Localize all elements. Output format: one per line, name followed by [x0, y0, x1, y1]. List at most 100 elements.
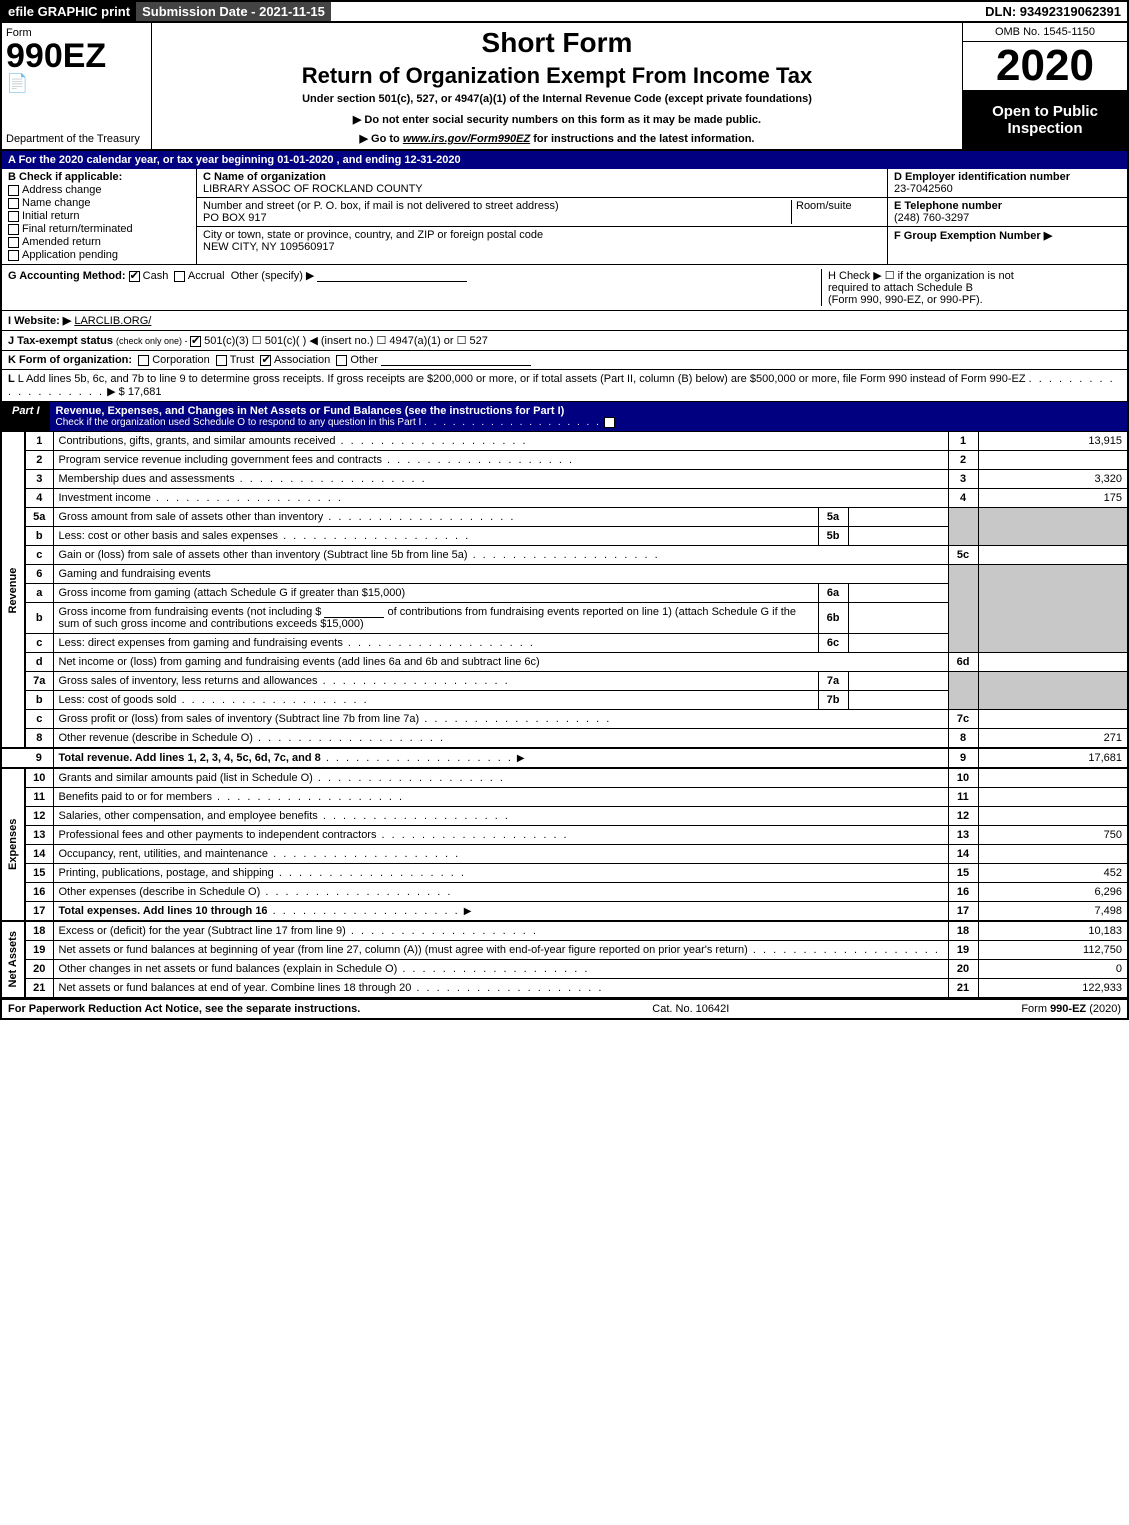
box-l: L L Add lines 5b, 6c, and 7b to line 9 t…	[0, 370, 1129, 402]
amt-9: 17,681	[978, 748, 1128, 768]
note2-post: for instructions and the latest informat…	[530, 133, 754, 145]
ein-value: 23-7042560	[894, 183, 1121, 195]
doc-icon: 📄	[6, 73, 147, 94]
submission-date: Submission Date - 2021-11-15	[136, 2, 331, 21]
website-value[interactable]: LARCLIB.ORG/	[74, 315, 151, 327]
form-header: Form 990EZ 📄 Department of the Treasury …	[0, 23, 1129, 151]
cb-amended-return[interactable]: Amended return	[8, 236, 190, 248]
box-j-label: J Tax-exempt status	[8, 335, 116, 347]
amt-10	[978, 768, 1128, 788]
form-number: 990EZ	[6, 39, 147, 73]
header-right: OMB No. 1545-1150 2020 Open to Public In…	[962, 23, 1127, 149]
box-b-title: B Check if applicable:	[8, 171, 190, 183]
amt-20: 0	[978, 960, 1128, 979]
room-suite-label: Room/suite	[791, 200, 881, 224]
omb-number: OMB No. 1545-1150	[963, 23, 1127, 42]
box-h-line1: H Check ▶ ☐ if the organization is not	[828, 269, 1121, 282]
box-g: G Accounting Method: Cash Accrual Other …	[8, 269, 821, 306]
cb-other[interactable]	[336, 355, 347, 366]
box-c: C Name of organization LIBRARY ASSOC OF …	[197, 169, 887, 264]
cb-501c3[interactable]	[190, 336, 201, 347]
header-subtitle: Under section 501(c), 527, or 4947(a)(1)…	[156, 93, 958, 105]
cb-schedule-o[interactable]	[604, 417, 615, 428]
cb-initial-return[interactable]: Initial return	[8, 210, 190, 222]
cb-association[interactable]	[260, 355, 271, 366]
box-h: H Check ▶ ☐ if the organization is not r…	[821, 269, 1121, 306]
k-other-blank[interactable]	[381, 354, 531, 366]
amt-5c	[978, 546, 1128, 565]
return-title: Return of Organization Exempt From Incom…	[156, 63, 958, 89]
header-center: Short Form Return of Organization Exempt…	[152, 23, 962, 149]
cb-corporation[interactable]	[138, 355, 149, 366]
section-a-bar: A For the 2020 calendar year, or tax yea…	[0, 151, 1129, 169]
amt-8: 271	[978, 729, 1128, 749]
amt-13: 750	[978, 826, 1128, 845]
city-label: City or town, state or province, country…	[203, 229, 881, 241]
org-address: PO BOX 917	[203, 212, 791, 224]
cb-trust[interactable]	[216, 355, 227, 366]
amt-1: 13,915	[978, 432, 1128, 451]
amt-6d	[978, 653, 1128, 672]
top-bar: efile GRAPHIC print Submission Date - 20…	[0, 0, 1129, 23]
amt-2	[978, 451, 1128, 470]
row-gh: G Accounting Method: Cash Accrual Other …	[0, 265, 1129, 311]
box-k-label: K Form of organization:	[8, 354, 132, 366]
box-l-value: 17,681	[128, 386, 162, 398]
amt-3: 3,320	[978, 470, 1128, 489]
irs-link[interactable]: www.irs.gov/Form990EZ	[403, 133, 530, 145]
tax-year: 2020	[963, 42, 1127, 91]
header-left: Form 990EZ 📄 Department of the Treasury	[2, 23, 152, 149]
sub-5a	[848, 508, 948, 527]
org-city: NEW CITY, NY 109560917	[203, 241, 881, 253]
cb-final-return[interactable]: Final return/terminated	[8, 223, 190, 235]
amt-14	[978, 845, 1128, 864]
sub-7b	[848, 691, 948, 710]
amt-15: 452	[978, 864, 1128, 883]
amt-4: 175	[978, 489, 1128, 508]
cb-application-pending[interactable]: Application pending	[8, 249, 190, 261]
sub-6a	[848, 584, 948, 603]
cb-name-change[interactable]: Name change	[8, 197, 190, 209]
info-block: B Check if applicable: Address change Na…	[0, 169, 1129, 265]
box-h-line3: (Form 990, 990-EZ, or 990-PF).	[828, 294, 1121, 306]
part1-title: Revenue, Expenses, and Changes in Net As…	[50, 402, 1127, 431]
box-i: I Website: ▶ LARCLIB.ORG/	[0, 311, 1129, 331]
short-form-title: Short Form	[156, 27, 958, 59]
lines-table: Revenue 1 Contributions, gifts, grants, …	[0, 431, 1129, 998]
sub-5b	[848, 527, 948, 546]
cb-address-change[interactable]: Address change	[8, 184, 190, 196]
box-i-label: I Website: ▶	[8, 315, 71, 327]
box-b: B Check if applicable: Address change Na…	[2, 169, 197, 264]
org-name: LIBRARY ASSOC OF ROCKLAND COUNTY	[203, 183, 881, 195]
footer-cat-no: Cat. No. 10642I	[652, 1003, 729, 1015]
part1-label: Part I	[2, 402, 50, 431]
expenses-side-label: Expenses	[1, 768, 25, 921]
footer-form-ref: Form 990-EZ (2020)	[1021, 1003, 1121, 1015]
amt-18: 10,183	[978, 921, 1128, 941]
department-label: Department of the Treasury	[6, 133, 147, 145]
efile-print-label[interactable]: efile GRAPHIC print	[2, 2, 136, 21]
box-e-label: E Telephone number	[894, 200, 1121, 212]
box-l-text: L Add lines 5b, 6c, and 7b to line 9 to …	[18, 373, 1026, 385]
box-c-label: C Name of organization	[203, 171, 881, 183]
amt-21: 122,933	[978, 979, 1128, 998]
box-l-arrow: ▶ $	[107, 386, 125, 398]
amt-12	[978, 807, 1128, 826]
amt-17: 7,498	[978, 902, 1128, 922]
box-j-small: (check only one) -	[116, 336, 190, 346]
part1-header: Part I Revenue, Expenses, and Changes in…	[0, 402, 1129, 431]
amt-7c	[978, 710, 1128, 729]
box-j: J Tax-exempt status (check only one) - 5…	[0, 331, 1129, 351]
cb-accrual[interactable]	[174, 271, 185, 282]
footer-left: For Paperwork Reduction Act Notice, see …	[8, 1003, 360, 1015]
phone-value: (248) 760-3297	[894, 212, 1121, 224]
note2-pre: ▶ Go to	[360, 133, 403, 145]
cb-cash[interactable]	[129, 271, 140, 282]
dln-number: DLN: 93492319062391	[979, 2, 1127, 21]
revenue-side-label: Revenue	[1, 432, 25, 749]
instructions-note: ▶ Go to www.irs.gov/Form990EZ for instru…	[156, 132, 958, 145]
other-specify-blank[interactable]	[317, 270, 467, 282]
box-f-label: F Group Exemption Number ▶	[894, 229, 1121, 242]
sub-7a	[848, 672, 948, 691]
addr-label: Number and street (or P. O. box, if mail…	[203, 200, 791, 212]
